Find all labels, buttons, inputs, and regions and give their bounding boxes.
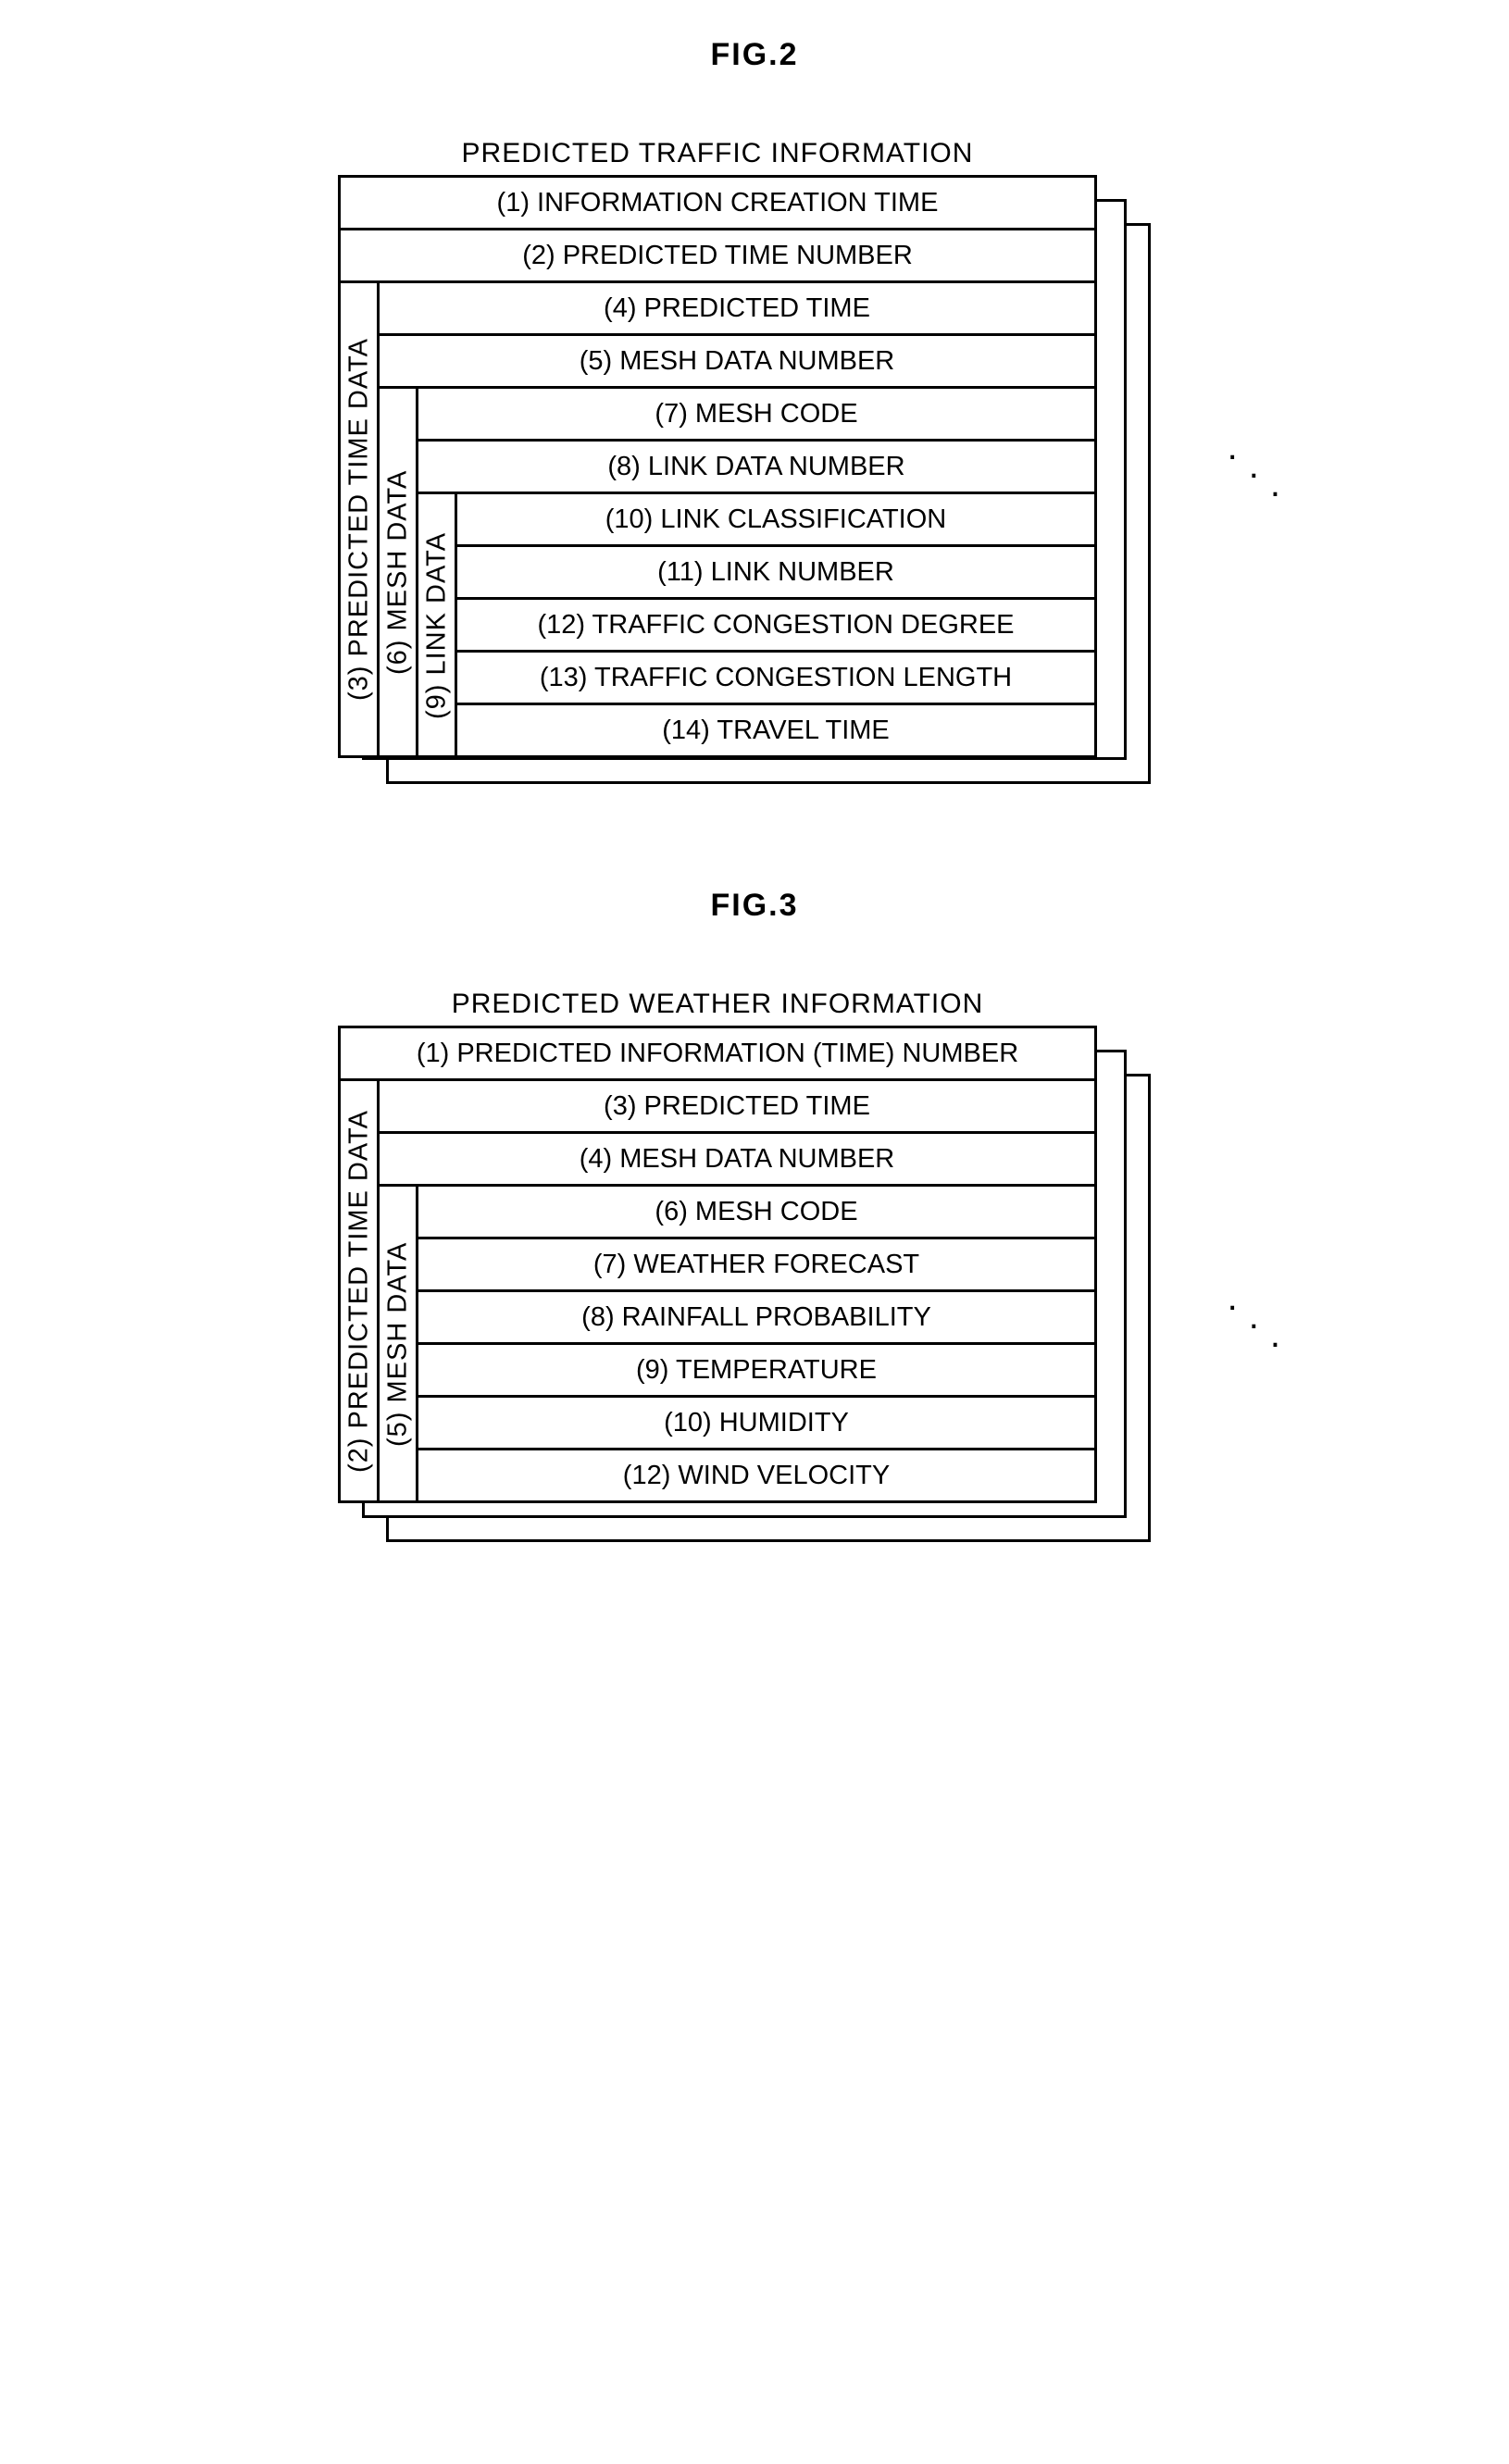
- weather-table: (1) PREDICTED INFORMATION (TIME) NUMBER …: [338, 1026, 1097, 1503]
- group-link-data: (9) LINK DATA: [418, 493, 456, 757]
- ellipsis-dots: . . .: [1228, 438, 1291, 493]
- row-link-number: (11) LINK NUMBER: [456, 546, 1096, 599]
- row-mesh-data-number: (5) MESH DATA NUMBER: [379, 335, 1096, 388]
- group-predicted-time-data: (2) PREDICTED TIME DATA: [340, 1080, 379, 1502]
- row-temperature: (9) TEMPERATURE: [418, 1344, 1096, 1397]
- row-predicted-time-number: (2) PREDICTED TIME NUMBER: [340, 230, 1096, 282]
- row-humidity: (10) HUMIDITY: [418, 1397, 1096, 1450]
- row-travel-time: (14) TRAVEL TIME: [456, 704, 1096, 757]
- group-mesh-data: (5) MESH DATA: [379, 1186, 418, 1502]
- row-mesh-code: (7) MESH CODE: [418, 388, 1096, 441]
- figure-3: FIG.3 PREDICTED WEATHER INFORMATION (1) …: [338, 888, 1171, 1503]
- figure-3-label: FIG.3: [338, 888, 1171, 924]
- row-congestion-degree: (12) TRAFFIC CONGESTION DEGREE: [456, 599, 1096, 652]
- ellipsis-dots: . . .: [1228, 1288, 1291, 1344]
- figure-3-stack: (1) PREDICTED INFORMATION (TIME) NUMBER …: [338, 1026, 1171, 1503]
- row-info-creation-time: (1) INFORMATION CREATION TIME: [340, 177, 1096, 230]
- row-predicted-time: (3) PREDICTED TIME: [379, 1080, 1096, 1133]
- row-weather-forecast: (7) WEATHER FORECAST: [418, 1238, 1096, 1291]
- row-mesh-code: (6) MESH CODE: [418, 1186, 1096, 1238]
- row-congestion-length: (13) TRAFFIC CONGESTION LENGTH: [456, 652, 1096, 704]
- figure-2: FIG.2 PREDICTED TRAFFIC INFORMATION (1) …: [338, 37, 1171, 758]
- row-link-data-number: (8) LINK DATA NUMBER: [418, 441, 1096, 493]
- traffic-table: (1) INFORMATION CREATION TIME (2) PREDIC…: [338, 175, 1097, 758]
- group-predicted-time-data: (3) PREDICTED TIME DATA: [340, 282, 379, 757]
- row-link-classification: (10) LINK CLASSIFICATION: [456, 493, 1096, 546]
- figure-2-label: FIG.2: [338, 37, 1171, 73]
- row-predicted-info-number: (1) PREDICTED INFORMATION (TIME) NUMBER: [340, 1027, 1096, 1080]
- figure-2-title: PREDICTED TRAFFIC INFORMATION: [338, 138, 1097, 169]
- figure-2-stack: (1) INFORMATION CREATION TIME (2) PREDIC…: [338, 175, 1171, 758]
- group-mesh-data: (6) MESH DATA: [379, 388, 418, 757]
- figure-3-title: PREDICTED WEATHER INFORMATION: [338, 989, 1097, 1020]
- row-predicted-time: (4) PREDICTED TIME: [379, 282, 1096, 335]
- row-mesh-data-number: (4) MESH DATA NUMBER: [379, 1133, 1096, 1186]
- row-rainfall-probability: (8) RAINFALL PROBABILITY: [418, 1291, 1096, 1344]
- row-wind-velocity: (12) WIND VELOCITY: [418, 1450, 1096, 1502]
